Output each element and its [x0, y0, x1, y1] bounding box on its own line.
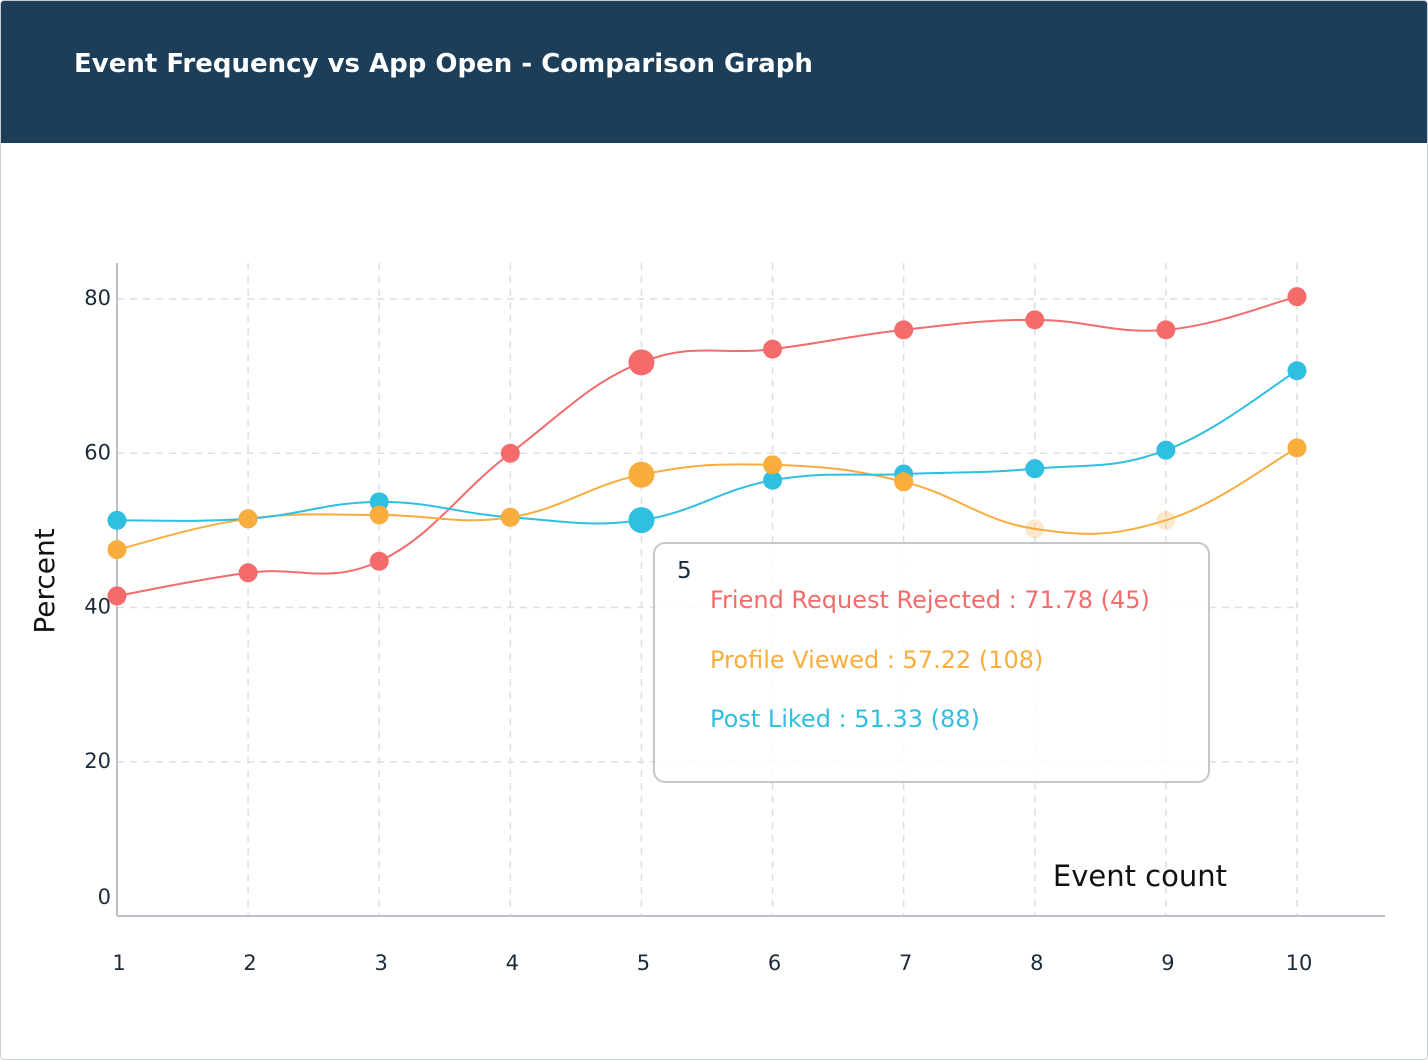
data-point-post-liked[interactable] — [628, 507, 655, 534]
data-point-friend-request-rejected[interactable] — [500, 443, 520, 463]
x-axis-title: Event count — [1053, 859, 1227, 893]
data-point-post-liked[interactable] — [1025, 459, 1045, 479]
data-point-friend-request-rejected[interactable] — [1025, 310, 1045, 330]
tooltip-row-profile-viewed: Profile Viewed : 57.22 (108) — [710, 646, 1044, 674]
data-point-post-liked[interactable] — [107, 510, 127, 530]
data-point-profile-viewed[interactable] — [1287, 438, 1307, 458]
x-tick-label: 1 — [112, 951, 125, 975]
data-point-profile-viewed[interactable] — [1156, 510, 1176, 530]
card-header: Event Frequency vs App Open - Comparison… — [1, 1, 1427, 143]
data-point-profile-viewed[interactable] — [238, 509, 258, 529]
data-point-profile-viewed[interactable] — [763, 455, 783, 475]
x-tick-label: 6 — [768, 951, 781, 975]
data-point-post-liked[interactable] — [1287, 361, 1307, 381]
data-point-profile-viewed[interactable] — [628, 461, 655, 488]
y-tick-label: 60 — [84, 440, 111, 464]
series-line-friend-request-rejected — [116, 295, 1298, 597]
tooltip-x-value: 5 — [677, 558, 692, 584]
x-tick-label: 3 — [375, 951, 388, 975]
x-tick-label: 7 — [899, 951, 912, 975]
tooltip-row-post-liked: Post Liked : 51.33 (88) — [710, 705, 980, 733]
x-tick-label: 10 — [1286, 951, 1313, 975]
x-tick-label: 9 — [1161, 951, 1174, 975]
y-tick-label: 40 — [84, 595, 111, 619]
x-tick-label: 2 — [243, 951, 256, 975]
data-point-profile-viewed[interactable] — [1025, 519, 1045, 539]
data-point-friend-request-rejected[interactable] — [107, 586, 127, 606]
data-point-friend-request-rejected[interactable] — [1156, 320, 1176, 340]
data-point-profile-viewed[interactable] — [107, 540, 127, 560]
y-tick-label: 20 — [84, 749, 111, 773]
data-point-friend-request-rejected[interactable] — [1287, 287, 1307, 307]
data-point-post-liked[interactable] — [1156, 440, 1176, 460]
data-point-friend-request-rejected[interactable] — [894, 320, 914, 340]
data-point-friend-request-rejected[interactable] — [369, 551, 389, 571]
x-tick-label: 8 — [1030, 951, 1043, 975]
chart-tooltip: 5 Friend Request Rejected : 71.78 (45) P… — [653, 542, 1210, 783]
data-point-friend-request-rejected[interactable] — [628, 349, 655, 376]
data-point-post-liked[interactable] — [763, 470, 783, 490]
data-point-friend-request-rejected[interactable] — [763, 339, 783, 359]
y-axis-title: Percent — [28, 528, 61, 633]
data-point-post-liked[interactable] — [369, 492, 389, 512]
series-line-post-liked — [116, 369, 1298, 525]
x-tick-label: 4 — [506, 951, 519, 975]
data-point-friend-request-rejected[interactable] — [238, 563, 258, 583]
x-tick-label: 5 — [637, 951, 650, 975]
y-tick-label: 80 — [84, 286, 111, 310]
tooltip-row-friend-request-rejected: Friend Request Rejected : 71.78 (45) — [710, 586, 1150, 614]
series-line-profile-viewed — [116, 446, 1298, 551]
chart-title: Event Frequency vs App Open - Comparison… — [74, 49, 813, 79]
data-point-profile-viewed[interactable] — [369, 505, 389, 525]
data-point-profile-viewed[interactable] — [500, 507, 520, 527]
y-tick-label: 0 — [98, 885, 111, 909]
data-point-profile-viewed[interactable] — [894, 472, 914, 492]
